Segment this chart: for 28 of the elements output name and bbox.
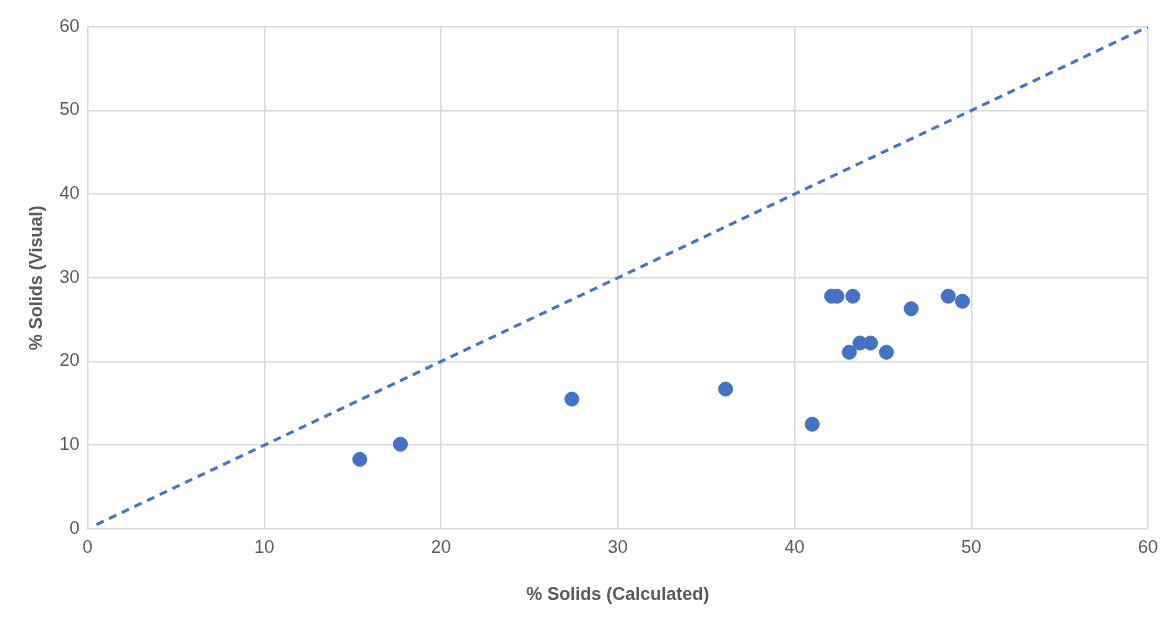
- y-tick-label: 40: [59, 183, 80, 204]
- point: [841, 344, 857, 360]
- y-tick-label: 30: [59, 266, 80, 287]
- point: [718, 381, 734, 397]
- x-axis-title: % Solids (Calculated): [526, 584, 710, 605]
- point: [564, 391, 580, 407]
- y-tick-label: 20: [59, 350, 80, 371]
- y-tick-label: 10: [59, 434, 80, 455]
- point: [352, 451, 368, 467]
- point: [804, 416, 820, 432]
- x-tick-label: 10: [254, 536, 275, 557]
- y-tick-label: 50: [59, 99, 80, 120]
- point: [863, 335, 879, 351]
- point: [878, 344, 894, 360]
- point: [940, 288, 956, 304]
- x-tick-label: 30: [607, 536, 628, 557]
- point: [392, 436, 408, 452]
- x-tick-label: 20: [431, 536, 452, 557]
- point: [954, 293, 970, 309]
- x-tick-label: 40: [784, 536, 805, 557]
- x-tick-label: 50: [961, 536, 982, 557]
- point: [903, 301, 919, 317]
- x-tick-label: 60: [1137, 536, 1158, 557]
- y-axis-title: % Solids (Visual): [25, 205, 46, 351]
- point: [845, 288, 861, 304]
- x-tick-label: 0: [82, 536, 93, 557]
- y-tick-label: 60: [59, 15, 80, 36]
- y-tick-label: 0: [69, 517, 80, 538]
